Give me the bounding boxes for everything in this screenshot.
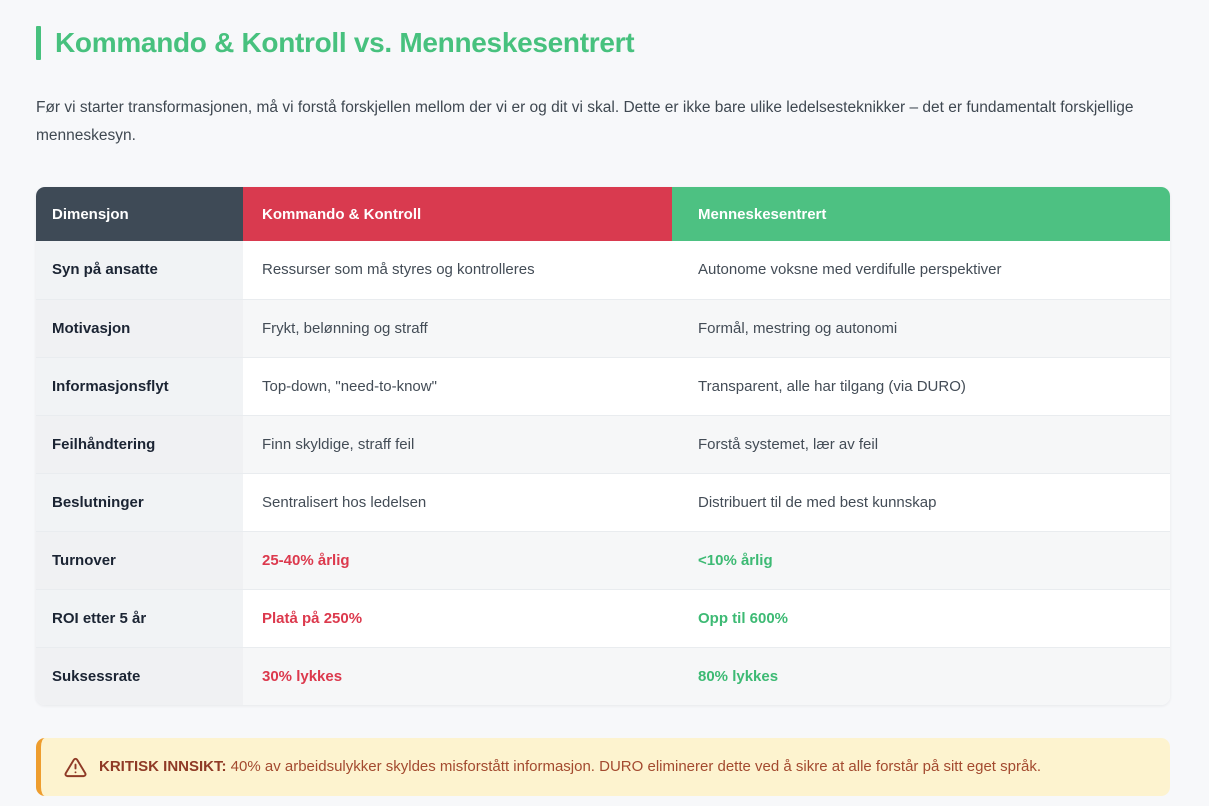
row-dimension-label: Suksessrate: [36, 646, 243, 705]
row-dimension-label: Informasjonsflyt: [36, 356, 243, 415]
row-human-centered-value: Forstå systemet, lær av feil: [672, 414, 1170, 473]
row-command-control-value: Platå på 250%: [243, 588, 672, 647]
row-command-control-value: 25-40% årlig: [243, 530, 672, 589]
row-human-centered-value: Opp til 600%: [672, 588, 1170, 647]
callout-message: 40% av arbeidsulykker skyldes misforståt…: [230, 758, 1041, 775]
critical-insight-callout: KRITISK INNSIKT: 40% av arbeidsulykker s…: [36, 738, 1170, 796]
row-human-centered-value: <10% årlig: [672, 530, 1170, 589]
row-command-control-value: Ressurser som må styres og kontrolleres: [243, 241, 672, 299]
row-human-centered-value: Distribuert til de med best kunnskap: [672, 472, 1170, 531]
callout-text: KRITISK INNSIKT: 40% av arbeidsulykker s…: [99, 756, 1041, 778]
row-command-control-value: Top-down, "need-to-know": [243, 356, 672, 415]
table-row: Turnover 25-40% årlig <10% årlig: [36, 530, 1170, 589]
page-title: Kommando & Kontroll vs. Menneskesentrert: [55, 27, 635, 58]
warning-triangle-icon: [64, 756, 87, 779]
title-row: Kommando & Kontroll vs. Menneskesentrert: [36, 26, 1173, 60]
table-row: Suksessrate 30% lykkes 80% lykkes: [36, 646, 1170, 705]
page-header: Kommando & Kontroll vs. Menneskesentrert…: [36, 26, 1173, 150]
row-dimension-label: Motivasjon: [36, 298, 243, 357]
row-command-control-value: Sentralisert hos ledelsen: [243, 472, 672, 531]
table-row: Feilhåndtering Finn skyldige, straff fei…: [36, 414, 1170, 473]
title-accent-bar: [36, 26, 41, 60]
table-body: Syn på ansatte Ressurser som må styres o…: [36, 241, 1170, 705]
row-dimension-label: Turnover: [36, 530, 243, 589]
table-row: Beslutninger Sentralisert hos ledelsen D…: [36, 472, 1170, 531]
row-command-control-value: 30% lykkes: [243, 646, 672, 705]
row-dimension-label: ROI etter 5 år: [36, 588, 243, 647]
table-row: Informasjonsflyt Top-down, "need-to-know…: [36, 356, 1170, 415]
intro-text: Før vi starter transformasjonen, må vi f…: [36, 99, 1134, 144]
row-dimension-label: Beslutninger: [36, 472, 243, 531]
table-row: Syn på ansatte Ressurser som må styres o…: [36, 241, 1170, 299]
column-header-dimension: Dimensjon: [36, 187, 243, 241]
row-dimension-label: Syn på ansatte: [36, 241, 243, 299]
comparison-table: Dimensjon Kommando & Kontroll Menneskese…: [36, 187, 1170, 705]
row-human-centered-value: Transparent, alle har tilgang (via DURO): [672, 356, 1170, 415]
row-human-centered-value: 80% lykkes: [672, 646, 1170, 705]
row-human-centered-value: Autonome voksne med verdifulle perspekti…: [672, 241, 1170, 299]
table-row: ROI etter 5 år Platå på 250% Opp til 600…: [36, 588, 1170, 647]
row-command-control-value: Finn skyldige, straff feil: [243, 414, 672, 473]
row-dimension-label: Feilhåndtering: [36, 414, 243, 473]
table-row: Motivasjon Frykt, belønning og straff Fo…: [36, 298, 1170, 357]
table-header-row: Dimensjon Kommando & Kontroll Menneskese…: [36, 187, 1170, 241]
row-command-control-value: Frykt, belønning og straff: [243, 298, 672, 357]
column-header-command-control: Kommando & Kontroll: [243, 187, 672, 241]
column-header-human-centered: Menneskesentrert: [672, 187, 1170, 241]
callout-label: KRITISK INNSIKT:: [99, 758, 227, 775]
comparison-table-card: Dimensjon Kommando & Kontroll Menneskese…: [36, 187, 1170, 705]
row-human-centered-value: Formål, mestring og autonomi: [672, 298, 1170, 357]
